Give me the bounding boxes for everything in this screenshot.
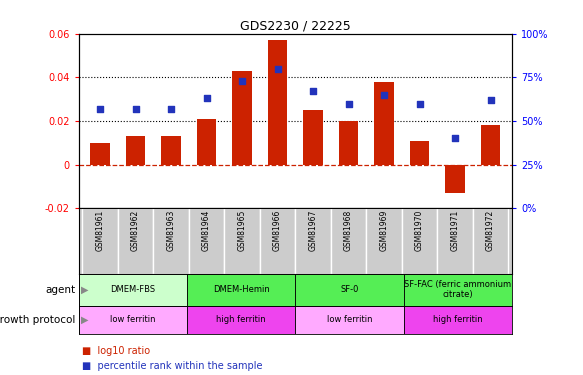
- Point: [131, 106, 140, 112]
- Bar: [189, 208, 224, 274]
- Bar: [82, 208, 118, 274]
- Bar: [153, 208, 189, 274]
- Bar: [79, 306, 187, 334]
- Point: [308, 88, 318, 94]
- Bar: [481, 125, 500, 165]
- Bar: [473, 208, 508, 274]
- Text: ▶: ▶: [81, 285, 89, 295]
- Text: GSM81966: GSM81966: [273, 209, 282, 251]
- Text: GSM81968: GSM81968: [344, 209, 353, 251]
- Bar: [366, 208, 402, 274]
- Point: [451, 135, 460, 141]
- Text: ▶: ▶: [81, 315, 89, 325]
- Point: [486, 97, 495, 103]
- Bar: [196, 119, 216, 165]
- Text: agent: agent: [45, 285, 76, 295]
- Text: high ferritin: high ferritin: [216, 315, 266, 324]
- Bar: [260, 208, 296, 274]
- Bar: [295, 306, 403, 334]
- Bar: [79, 274, 187, 306]
- Text: GSM81970: GSM81970: [415, 209, 424, 251]
- Text: SF-0: SF-0: [340, 285, 359, 294]
- Bar: [187, 306, 295, 334]
- Text: GSM81964: GSM81964: [202, 209, 211, 251]
- Bar: [187, 274, 295, 306]
- Text: GSM81972: GSM81972: [486, 209, 495, 251]
- Bar: [296, 208, 331, 274]
- Text: SF-FAC (ferric ammonium
citrate): SF-FAC (ferric ammonium citrate): [404, 280, 511, 299]
- Bar: [339, 121, 359, 165]
- Bar: [374, 82, 394, 165]
- Text: GSM81967: GSM81967: [308, 209, 318, 251]
- Bar: [295, 274, 403, 306]
- Bar: [126, 136, 145, 165]
- Text: ■  log10 ratio: ■ log10 ratio: [82, 346, 150, 355]
- Bar: [90, 143, 110, 165]
- Text: GSM81971: GSM81971: [451, 209, 459, 251]
- Bar: [161, 136, 181, 165]
- Text: low ferritin: low ferritin: [326, 315, 372, 324]
- Bar: [403, 306, 512, 334]
- Text: low ferritin: low ferritin: [110, 315, 156, 324]
- Bar: [445, 165, 465, 193]
- Bar: [268, 40, 287, 165]
- Point: [202, 95, 211, 101]
- Bar: [331, 208, 366, 274]
- Text: GSM81962: GSM81962: [131, 209, 140, 251]
- Text: growth protocol: growth protocol: [0, 315, 76, 325]
- Text: GSM81963: GSM81963: [167, 209, 175, 251]
- Point: [380, 92, 389, 98]
- Bar: [232, 71, 252, 165]
- Text: ■  percentile rank within the sample: ■ percentile rank within the sample: [82, 361, 262, 370]
- Title: GDS2230 / 22225: GDS2230 / 22225: [240, 20, 350, 33]
- Bar: [303, 110, 323, 165]
- Point: [273, 66, 282, 72]
- Text: GSM81969: GSM81969: [380, 209, 388, 251]
- Text: GSM81965: GSM81965: [237, 209, 247, 251]
- Bar: [118, 208, 153, 274]
- Point: [166, 106, 175, 112]
- Point: [237, 78, 247, 84]
- Text: high ferritin: high ferritin: [433, 315, 483, 324]
- Point: [415, 100, 424, 106]
- Text: DMEM-FBS: DMEM-FBS: [110, 285, 156, 294]
- Bar: [410, 141, 429, 165]
- Point: [96, 106, 105, 112]
- Bar: [224, 208, 260, 274]
- Bar: [402, 208, 437, 274]
- Text: DMEM-Hemin: DMEM-Hemin: [213, 285, 269, 294]
- Text: GSM81961: GSM81961: [96, 209, 104, 251]
- Bar: [403, 274, 512, 306]
- Point: [344, 100, 353, 106]
- Bar: [437, 208, 473, 274]
